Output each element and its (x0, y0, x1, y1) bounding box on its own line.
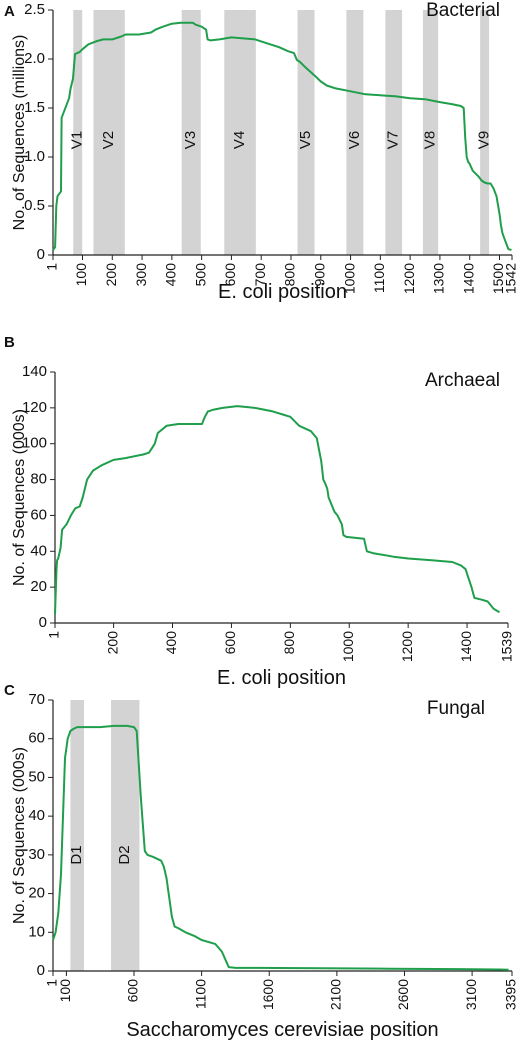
y-tick-label: 60 (28, 730, 45, 747)
x-tick-label: 1 (44, 979, 60, 987)
y-tick-label: 100 (22, 435, 47, 452)
x-tick-label: 1000 (340, 631, 356, 662)
y-tick-label: 0 (37, 962, 45, 979)
x-tick-label: 1200 (401, 263, 417, 294)
x-tick-label: 1 (44, 263, 60, 271)
x-tick-label: 900 (311, 263, 327, 287)
shaded-region (93, 10, 125, 255)
y-tick-label: 120 (22, 399, 47, 416)
y-axis-title: No. of Sequences (000s) (11, 409, 28, 586)
x-axis-title: E. coli position (218, 281, 347, 303)
y-axis-title: No. of Sequences (000s) (11, 747, 28, 924)
x-tick-label: 600 (222, 263, 238, 287)
y-axis-title: No. of Sequences (millions) (11, 35, 28, 231)
shaded-region (224, 10, 256, 255)
x-tick-label: 300 (133, 263, 149, 287)
x-tick-label: 100 (57, 979, 73, 1003)
y-tick-label: 70 (28, 691, 45, 708)
y-tick-label: 40 (28, 807, 45, 824)
x-tick-label: 800 (281, 631, 297, 655)
y-tick-label: 2.5 (24, 1, 45, 18)
x-tick-label: 400 (163, 631, 179, 655)
panel-label: C (4, 682, 15, 699)
x-axis-title: Saccharomyces cerevisiae position (126, 1019, 438, 1041)
y-tick-label: 80 (30, 471, 47, 488)
x-tick-label: 1100 (371, 263, 387, 293)
shaded-region (181, 10, 201, 255)
shaded-region (346, 10, 364, 255)
y-tick-label: 30 (28, 846, 45, 863)
x-tick-label: 400 (163, 263, 179, 287)
x-tick-label: 2600 (395, 979, 411, 1010)
x-tick-label: 1400 (460, 263, 476, 294)
x-tick-label: 3395 (503, 979, 519, 1010)
region-label: V2 (100, 131, 117, 149)
chart-panel-c: D1 D2 0 10 20 30 40 50 60 70 1100 600 1100 1600 2100 26… (4, 682, 519, 1041)
x-tick-label: 200 (103, 263, 119, 287)
x-tick-label: 1542 (503, 263, 519, 294)
panel-label: B (4, 334, 15, 351)
x-tick-label: 1300 (431, 263, 447, 294)
y-tick-label: 40 (30, 542, 47, 559)
y-tick-label: 1.5 (24, 99, 45, 116)
x-tick-label: 600 (125, 979, 141, 1003)
chart-title: Fungal (427, 698, 485, 719)
chart-title: Bacterial (426, 0, 500, 21)
shaded-region (422, 10, 439, 255)
y-tick-label: 2.0 (24, 50, 45, 67)
shaded-region (111, 700, 140, 971)
region-label: V5 (297, 131, 314, 149)
region-label: V3 (182, 131, 199, 149)
region-label: V8 (422, 131, 439, 149)
y-tick-label: 20 (30, 578, 47, 595)
series-line (54, 405, 500, 615)
x-tick-label: 500 (192, 263, 208, 287)
shaded-region (70, 700, 84, 971)
x-tick-label: 2100 (328, 979, 344, 1010)
x-tick-label: 1000 (341, 263, 357, 294)
x-tick-label: 3100 (463, 979, 479, 1010)
y-tick-label: 0 (37, 246, 45, 263)
x-tick-label: 800 (282, 263, 298, 287)
y-tick-label: 140 (22, 363, 47, 380)
region-label: V4 (231, 131, 248, 149)
shaded-region (480, 10, 490, 255)
y-tick-label: 1.0 (24, 148, 45, 165)
shaded-region (73, 10, 83, 255)
y-tick-label: 0 (39, 614, 47, 631)
y-tick-label: 60 (30, 506, 47, 523)
series-line (52, 21, 512, 252)
x-tick-label: 700 (252, 263, 268, 287)
panel-label: A (4, 3, 15, 20)
x-tick-label: 200 (104, 631, 120, 655)
y-tick-label: 20 (28, 885, 45, 902)
shaded-region (385, 10, 403, 255)
x-tick-label: 1200 (399, 631, 415, 662)
x-tick-label: 1600 (260, 979, 276, 1010)
x-tick-label: 1100 (192, 979, 208, 1009)
x-tick-label: 1400 (458, 631, 474, 662)
x-axis-title: E. coli position (217, 667, 346, 689)
chart-title: Archaeal (425, 370, 500, 391)
y-tick-label: 50 (28, 768, 45, 785)
y-tick-label: 10 (28, 923, 45, 940)
region-label: V6 (346, 131, 363, 149)
region-label: V9 (476, 131, 493, 149)
region-label: V1 (69, 131, 86, 149)
x-tick-label: 600 (222, 631, 238, 655)
region-label: D1 (68, 845, 85, 864)
x-tick-label: 1 (46, 631, 62, 639)
x-tick-label: 1539 (499, 631, 515, 662)
x-tick-label: 100 (73, 263, 89, 287)
region-label: V7 (385, 131, 402, 149)
x-tick-label: 1500 (490, 263, 506, 294)
region-label: D2 (116, 845, 133, 864)
series-line (52, 724, 509, 971)
y-tick-label: 0.5 (24, 197, 45, 214)
